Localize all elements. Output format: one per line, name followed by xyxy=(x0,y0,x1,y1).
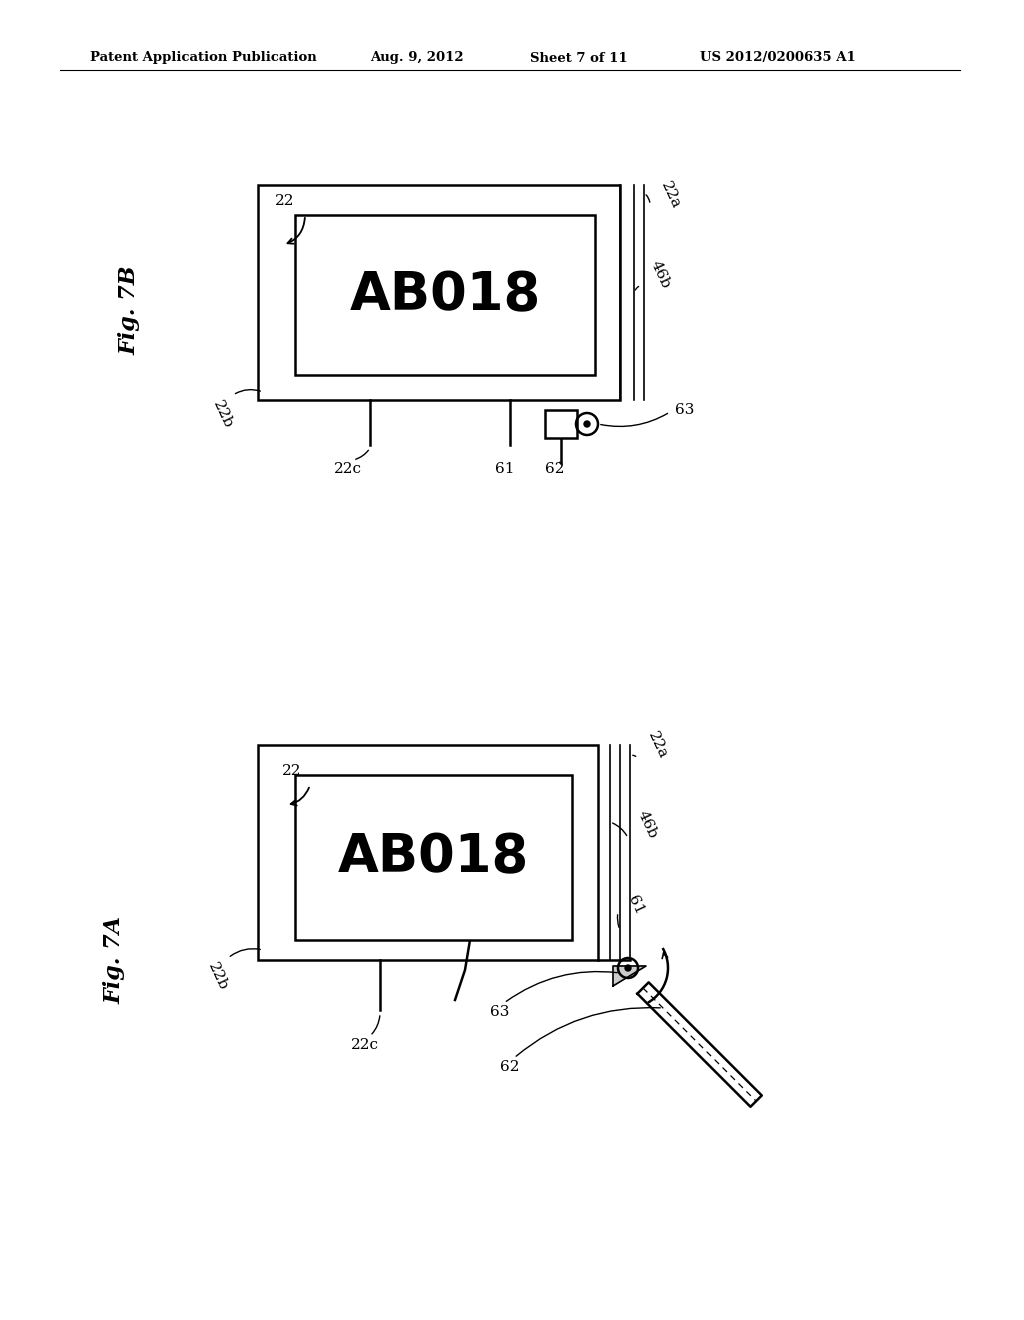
Text: 22: 22 xyxy=(275,194,295,209)
Polygon shape xyxy=(613,966,646,986)
Bar xyxy=(545,411,577,438)
Text: Sheet 7 of 11: Sheet 7 of 11 xyxy=(530,51,628,65)
Text: 22c: 22c xyxy=(334,462,362,477)
Text: 62: 62 xyxy=(545,462,565,477)
Circle shape xyxy=(625,965,631,972)
Text: 61: 61 xyxy=(625,894,646,917)
Text: 22a: 22a xyxy=(658,180,683,211)
Text: AB018: AB018 xyxy=(349,269,541,321)
Bar xyxy=(258,744,598,960)
Text: 22a: 22a xyxy=(645,729,670,760)
Text: 46b: 46b xyxy=(648,259,673,292)
Text: 63: 63 xyxy=(675,403,694,417)
Text: Patent Application Publication: Patent Application Publication xyxy=(90,51,316,65)
Polygon shape xyxy=(637,982,762,1106)
Text: US 2012/0200635 A1: US 2012/0200635 A1 xyxy=(700,51,856,65)
Text: 61: 61 xyxy=(496,462,515,477)
Text: 62: 62 xyxy=(501,1060,520,1074)
Text: Aug. 9, 2012: Aug. 9, 2012 xyxy=(370,51,464,65)
Text: 22b: 22b xyxy=(206,960,230,993)
Bar xyxy=(295,215,595,375)
Bar xyxy=(258,185,620,400)
Text: Fig. 7A: Fig. 7A xyxy=(104,916,126,1005)
Circle shape xyxy=(584,421,590,426)
Text: 22b: 22b xyxy=(211,399,236,430)
Text: 22c: 22c xyxy=(351,1038,379,1052)
Text: 22: 22 xyxy=(283,764,302,777)
Text: Fig. 7B: Fig. 7B xyxy=(119,265,141,355)
Text: 46b: 46b xyxy=(635,809,660,841)
Text: AB018: AB018 xyxy=(338,832,529,883)
Bar xyxy=(295,775,572,940)
Text: 63: 63 xyxy=(490,1005,510,1019)
